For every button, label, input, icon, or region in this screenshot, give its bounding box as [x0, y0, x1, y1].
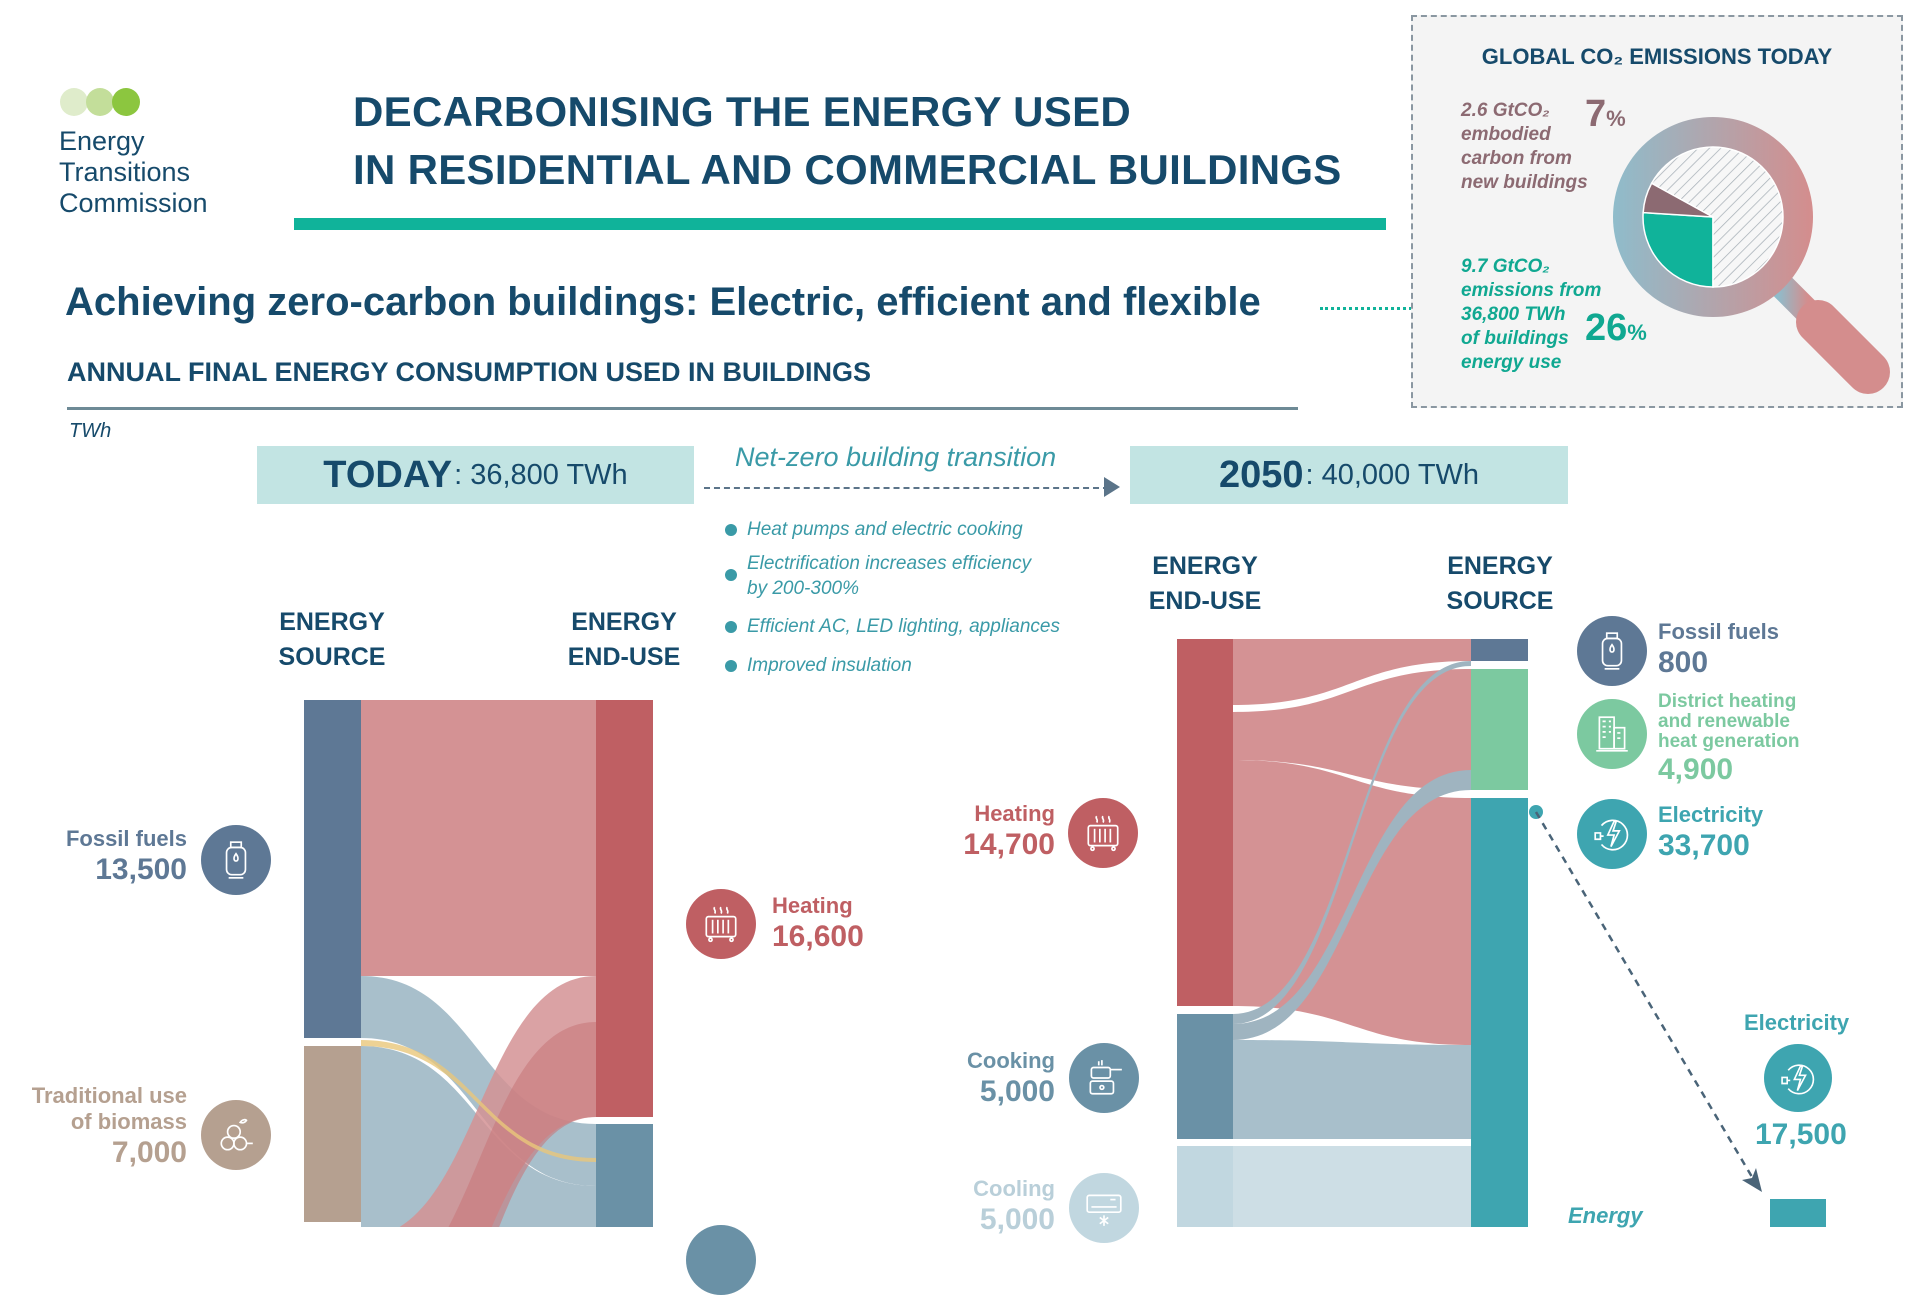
today-fossil-label: Fossil fuels 13,500: [65, 826, 187, 886]
buildings-icon: [1577, 699, 1647, 769]
today-enduse-bar-heating: [596, 700, 653, 1117]
bullet-dot-icon: [725, 621, 737, 633]
flow-cooking-to-fossil: [1233, 661, 1471, 1024]
unit-label: TWh: [69, 420, 112, 442]
radiator-icon: [686, 889, 756, 959]
flow-minor: [361, 1040, 596, 1162]
title-underline: [294, 218, 1386, 230]
callout-arrow: [1534, 811, 1762, 1192]
logo-text: Energy Transitions Commission: [59, 126, 208, 218]
flow-heating-to-fossil: [1233, 639, 1471, 705]
cooking-pot-icon: [686, 1225, 756, 1295]
electricity-plug-icon: [1764, 1044, 1832, 1112]
today-enduse-header: ENERGY END-USE: [567, 608, 681, 671]
future-enduse-bar-heating: [1177, 639, 1233, 1006]
embodied-carbon-text: 2.6 GtCO₂ embodied carbon from new build…: [1461, 100, 1588, 193]
today-total-banner: TODAY: 36,800 TWh: [257, 446, 694, 504]
future-heating-label: Heating 14,700: [963, 801, 1055, 861]
transition-title: Net-zero building transition: [735, 442, 1057, 472]
sankey-diagram: [304, 639, 1528, 1227]
pie-slice: [1650, 146, 1784, 288]
electricity-plug-icon: [1577, 799, 1647, 869]
main-title-line2: IN RESIDENTIAL AND COMMERCIAL BUILDINGS: [353, 146, 1342, 193]
main-title-line1: DECARBONISING THE ENERGY USED: [353, 88, 1132, 135]
transition-bullet: Efficient AC, LED lighting, appliances: [725, 614, 1060, 639]
future-source-bar-district-heating: [1471, 669, 1528, 790]
subtitle-connector: [1320, 307, 1435, 310]
callout-electricity-value: 17,500: [1755, 1118, 1847, 1151]
future-cooking-label: Cooking 5,000: [967, 1048, 1055, 1108]
future-enduse-bar-cooking: [1177, 1014, 1233, 1139]
bullet-dot-icon: [725, 524, 737, 536]
flow-fossil-to-heating: [361, 700, 596, 976]
future-fossil-label: Fossil fuels 800: [1658, 619, 1780, 679]
gas-cylinder-icon: [201, 825, 271, 895]
transition-arrow-line: [704, 487, 1109, 489]
radiator-icon: [1068, 798, 1138, 868]
arrow-down-icon: [1742, 1168, 1762, 1192]
callout-energy-label: Energy: [1568, 1203, 1643, 1228]
logo-dot: [112, 88, 140, 116]
flow-cooling-to-electricity: [1233, 1145, 1471, 1227]
flow-cooking-to-district: [1233, 770, 1471, 1040]
magnifier-pie-chart: [1613, 117, 1890, 394]
today-source-header: ENERGY SOURCE: [278, 608, 386, 671]
future-enduse-bar-cooling: [1177, 1146, 1233, 1227]
future-source-header: ENERGY SOURCE: [1446, 552, 1554, 615]
future-source-bar-fossil-fuels: [1471, 639, 1528, 661]
embodied-carbon-percent: 7%: [1585, 93, 1626, 135]
transition-bullet: Heat pumps and electric cooking: [725, 517, 1023, 542]
pie-slice: [1642, 211, 1714, 288]
flow-cooking-to-electricity: [1233, 1040, 1471, 1139]
future-total-banner: 2050: 40,000 TWh: [1130, 446, 1568, 504]
cooking-pot-icon: [1069, 1043, 1139, 1113]
callout-electricity-label: Electricity: [1744, 1010, 1850, 1035]
section-divider: [67, 407, 1298, 410]
future-source-bar-electricity: [1471, 798, 1528, 1227]
subtitle: Achieving zero-carbon buildings: Electri…: [65, 280, 1261, 324]
logo-dot: [60, 88, 88, 116]
today-source-bar-fossil-fuels: [304, 700, 361, 1038]
co2-panel-title: GLOBAL CO₂ EMISSIONS TODAY: [1481, 44, 1833, 69]
firewood-icon: [201, 1100, 271, 1170]
co2-emissions-panel: GLOBAL CO₂ EMISSIONS TODAY 2.6 GtCO₂ emb…: [1411, 15, 1903, 408]
operational-emissions-percent: 26%: [1585, 307, 1647, 349]
future-district-heating-label: District heating and renewable heat gene…: [1658, 691, 1800, 787]
today-source-bar-biomass: [304, 1046, 361, 1222]
today-heating-label: Heating 16,600: [772, 893, 864, 953]
bullet-dot-icon: [725, 569, 737, 581]
future-electricity-label: Electricity 33,700: [1658, 802, 1764, 862]
today-enduse-bar-cooking: [596, 1124, 653, 1227]
today-biomass-label: Traditional use of biomass 7,000: [31, 1083, 187, 1169]
gas-cylinder-icon: [1577, 616, 1647, 686]
transition-bullet: Improved insulation: [725, 653, 912, 678]
callout-electricity-bar: [1770, 1199, 1826, 1227]
operational-emissions-text: 9.7 GtCO₂ emissions from 36,800 TWh of b…: [1461, 256, 1602, 373]
flow-electricity-to-heating: [448, 1022, 596, 1227]
arrow-right-icon: [1104, 477, 1120, 497]
section-heading: ANNUAL FINAL ENERGY CONSUMPTION USED IN …: [67, 357, 872, 387]
logo-dot: [86, 88, 114, 116]
flow-biomass-to-heating: [399, 976, 596, 1227]
pie-chart: [1642, 146, 1784, 288]
transition-bullet: Electrification increases efficiency by 2…: [725, 551, 1031, 601]
bullet-dot-icon: [725, 660, 737, 672]
future-enduse-header: ENERGY END-USE: [1148, 552, 1262, 615]
